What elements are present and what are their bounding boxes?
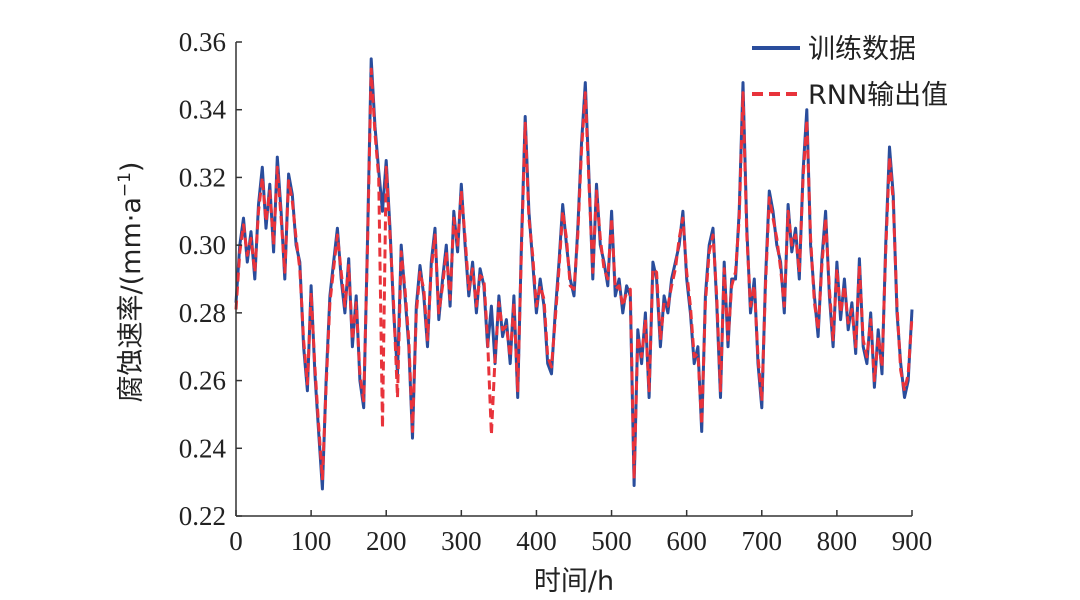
series-line-0 <box>234 57 914 491</box>
series-line-1 <box>234 67 914 481</box>
x-tick-label: 100 <box>291 526 332 556</box>
y-tick-label: 0.32 <box>179 162 226 192</box>
x-tick-label: 800 <box>817 526 858 556</box>
y-tick-label: 0.24 <box>179 433 227 463</box>
x-tick-label: 400 <box>516 526 557 556</box>
x-tick-label: 600 <box>666 526 707 556</box>
x-tick-label: 700 <box>742 526 783 556</box>
y-tick-label: 0.28 <box>179 298 226 328</box>
y-tick-label: 0.26 <box>179 366 226 396</box>
x-tick-label: 500 <box>591 526 632 556</box>
y-tick-label: 0.22 <box>179 501 226 531</box>
y-tick-label: 0.36 <box>179 27 226 57</box>
x-tick-label: 300 <box>441 526 482 556</box>
x-tick-label: 900 <box>892 526 933 556</box>
axes <box>235 42 912 517</box>
y-axis-label: 腐蚀速率/(mm·a−1) <box>115 162 147 403</box>
x-axis-label: 时间/h <box>534 566 614 597</box>
ticks: 0.22 0.24 0.26 0.28 0.30 0.32 0.34 0.36 0 100 200 3… <box>179 27 933 556</box>
legend-label-rnn: RNN输出值 <box>808 80 948 111</box>
y-axis-label-sup: −1 <box>115 172 135 197</box>
y-axis-label-main: 腐蚀速率/(mm·a <box>116 197 147 402</box>
y-axis-label-tail: ) <box>116 162 147 173</box>
x-tick-label: 0 <box>229 526 243 556</box>
x-tick-label: 200 <box>366 526 407 556</box>
legend-label-train: 训练数据 <box>808 34 916 65</box>
y-tick-label: 0.30 <box>179 230 226 260</box>
y-tick-label: 0.34 <box>179 95 227 125</box>
legend: 训练数据 RNN输出值 <box>752 34 948 111</box>
plot-lines <box>234 57 914 491</box>
